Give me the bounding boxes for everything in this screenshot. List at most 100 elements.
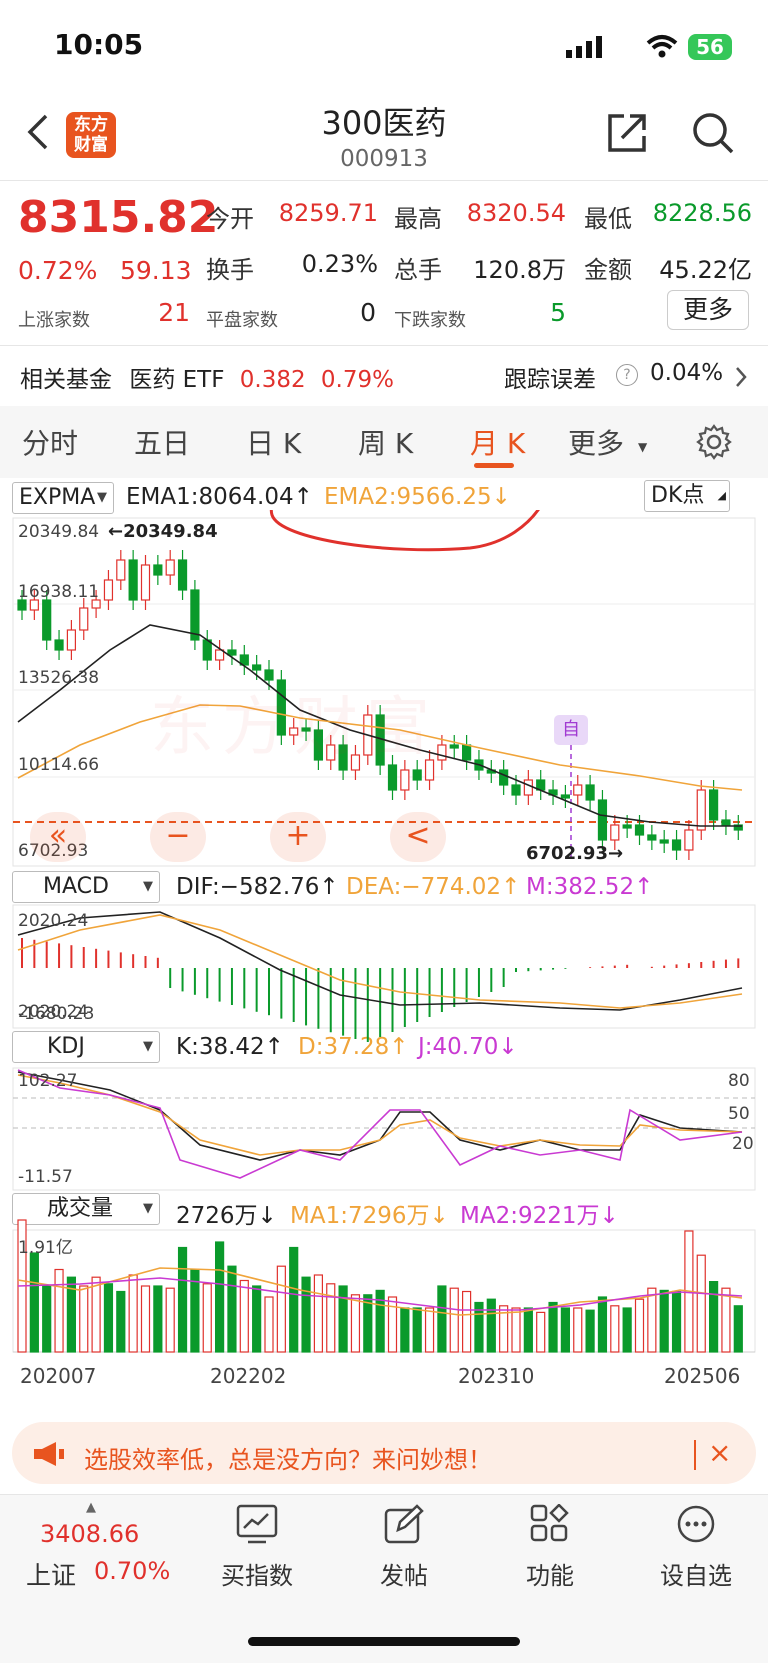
expma-selector-label: EXPMA	[19, 485, 96, 510]
candle-body	[313, 729, 323, 761]
search-icon[interactable]	[690, 110, 736, 156]
chevron-right-icon[interactable]	[734, 366, 748, 388]
post-button[interactable]: 发帖	[380, 1562, 428, 1590]
candle-body	[412, 769, 422, 781]
amount-value: 45.22亿	[659, 256, 752, 284]
volume-label: 总手	[394, 256, 442, 284]
share-icon[interactable]	[604, 110, 650, 156]
x-label-4: 202506	[664, 1364, 741, 1388]
back-button[interactable]	[24, 112, 54, 152]
ema2-value: EMA2:9566.25↓	[324, 484, 511, 510]
banner-text[interactable]: 选股效率低，总是没方向？来问妙想！	[84, 1446, 492, 1474]
post-edit-icon[interactable]	[384, 1504, 424, 1544]
tab-monthly-k[interactable]: 月 K	[470, 427, 526, 460]
candle-body	[696, 789, 706, 831]
volume-ma1-line	[17, 1267, 743, 1316]
scroll-left-fast-button[interactable]: «	[30, 812, 86, 862]
high-value: 8320.54	[466, 199, 566, 227]
index-name[interactable]: 上证	[26, 1561, 77, 1590]
volume-bar	[536, 1311, 546, 1353]
candle-body	[301, 727, 311, 732]
candle-body	[523, 779, 533, 796]
volume-bar	[462, 1290, 472, 1353]
candle-body	[634, 824, 645, 836]
up-count: 21	[158, 298, 190, 327]
volume-axis-max: 1.91亿	[18, 1238, 73, 1258]
dk-point-selector[interactable]: DK点 ◢	[644, 480, 730, 512]
volume-bar	[313, 1274, 323, 1353]
change-amount: 59.13	[120, 256, 192, 285]
zoom-out-button[interactable]: −	[150, 812, 206, 862]
index-up-icon: ▲	[86, 1500, 96, 1515]
volume-bar	[116, 1290, 126, 1353]
candle-body	[733, 824, 743, 831]
volume-bar	[671, 1290, 682, 1353]
turnover-label: 换手	[206, 256, 254, 284]
kdj-k-line	[17, 1071, 743, 1161]
related-fund-row[interactable]: 相关基金 医药 ETF 0.382 0.79%	[20, 360, 394, 394]
candle-body	[227, 649, 237, 656]
banner-separator	[694, 1440, 696, 1470]
settings-gear-icon[interactable]	[696, 424, 732, 460]
tab-weekly-k[interactable]: 周 K	[358, 427, 414, 460]
candle-body	[560, 794, 571, 799]
volume-bar	[276, 1265, 286, 1353]
tab-more[interactable]: 更多	[568, 427, 625, 460]
functions-grid-icon[interactable]	[530, 1504, 570, 1544]
volume-bar	[474, 1301, 484, 1353]
buy-index-button[interactable]: 买指数	[221, 1562, 293, 1590]
volume-selector[interactable]: 成交量 ▼	[12, 1193, 160, 1225]
chart-panel-frame	[12, 904, 756, 1029]
macd-selector[interactable]: MACD ▼	[12, 871, 160, 903]
promo-banner[interactable]	[12, 1422, 756, 1484]
candle-body	[671, 839, 682, 851]
functions-button[interactable]: 功能	[526, 1562, 574, 1590]
kline-chart[interactable]	[0, 510, 768, 1390]
volume-bar	[375, 1289, 385, 1353]
kdj-selector[interactable]: KDJ ▼	[12, 1031, 160, 1063]
candle-body	[449, 744, 459, 749]
volume-bar	[91, 1276, 101, 1353]
zoom-in-button[interactable]: +	[270, 812, 326, 862]
index-value[interactable]: 3408.66	[40, 1520, 140, 1548]
ema1-line	[17, 624, 742, 827]
candle-body	[190, 589, 200, 641]
x-label-2: 202202	[210, 1364, 287, 1388]
volume-bar	[202, 1283, 212, 1353]
flat-count-label: 平盘家数	[206, 310, 278, 331]
ema2-line	[17, 704, 743, 791]
kdj-k: K:38.42↑	[176, 1034, 284, 1060]
index-pct[interactable]: 0.70%	[94, 1557, 171, 1585]
candle-body	[239, 654, 249, 666]
candle-body	[54, 639, 64, 651]
help-icon[interactable]: ?	[616, 364, 638, 386]
low-label: 最低	[584, 205, 632, 233]
more-button[interactable]: 更多	[667, 290, 749, 330]
tab-more-arrow-icon: ▼	[638, 440, 648, 454]
tab-intraday[interactable]: 分时	[22, 427, 79, 460]
price-axis-max: 20349.84	[18, 522, 100, 542]
volume-bar	[54, 1268, 64, 1353]
x-label-1: 202007	[20, 1364, 97, 1388]
scroll-left-button[interactable]: <	[390, 812, 446, 862]
buy-index-chart-icon[interactable]	[236, 1504, 278, 1544]
volume-bar	[153, 1285, 163, 1353]
kdj-axis-min: -11.57	[18, 1167, 73, 1187]
tab-five-day[interactable]: 五日	[134, 427, 191, 460]
banner-close-button[interactable]: ×	[708, 1436, 732, 1469]
more-dots-icon[interactable]	[676, 1504, 716, 1544]
candle-body	[91, 599, 101, 609]
candle-body	[29, 599, 39, 611]
self-marker-badge[interactable]: 自	[554, 715, 588, 745]
kdj-d-line	[17, 1074, 743, 1156]
volume-bar	[400, 1307, 410, 1353]
candle-body	[276, 679, 286, 736]
macd-selector-label: MACD	[43, 874, 109, 899]
add-watchlist-button[interactable]: 设自选	[660, 1562, 732, 1590]
expma-selector[interactable]: EXPMA ▼	[12, 482, 114, 514]
kdj-selector-label: KDJ	[47, 1034, 85, 1059]
candle-body	[79, 607, 89, 631]
tab-daily-k[interactable]: 日 K	[246, 427, 302, 460]
open-label: 今开	[206, 205, 254, 233]
volume-bar	[511, 1307, 521, 1353]
